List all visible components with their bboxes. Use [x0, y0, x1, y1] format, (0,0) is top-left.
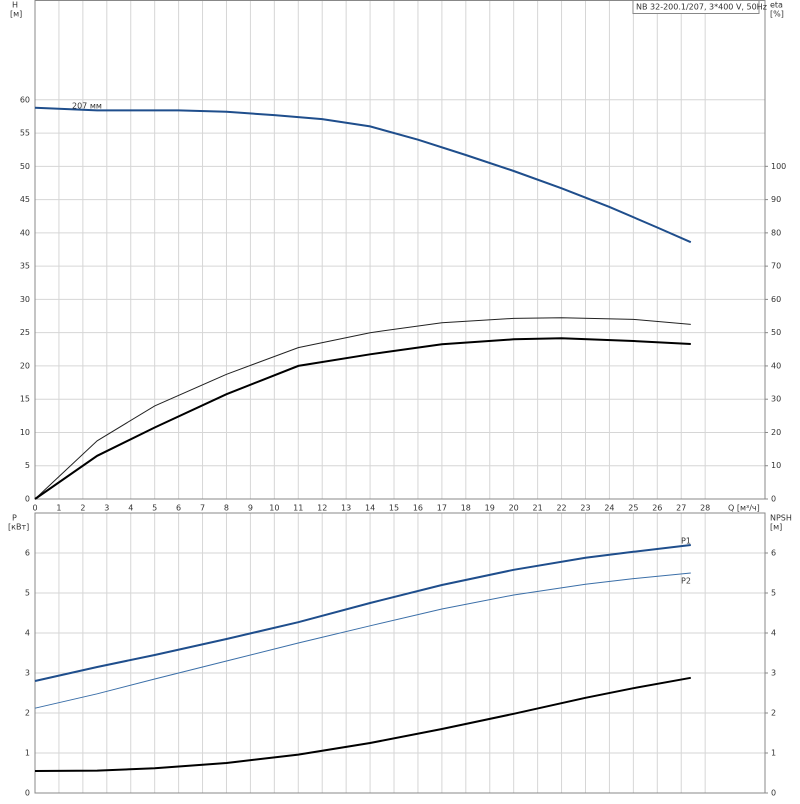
y-tick-label: 20 [20, 361, 30, 370]
y-tick-label: 6 [25, 549, 30, 558]
plot-frame [34, 512, 766, 794]
y2-tick-label: 50 [771, 328, 781, 337]
y-tick-label: 0 [25, 495, 30, 504]
chart-title: NB 32-200.1/207, 3*400 V, 50Hz [636, 3, 767, 12]
y-tick-label: 3 [25, 669, 30, 678]
y2-label: NPSH [770, 514, 792, 523]
y-tick-label: 15 [20, 395, 30, 404]
y-tick-label: 4 [25, 629, 30, 638]
x-tick-label: 10 [269, 504, 279, 513]
curve-label: 207 мм [72, 102, 102, 111]
x-tick-label: 3 [104, 504, 109, 513]
y2-tick-label: 100 [771, 162, 786, 171]
y2-tick-label: 1 [771, 749, 776, 758]
x-tick-label: 28 [700, 504, 710, 513]
x-tick-label: 13 [341, 504, 351, 513]
y2-unit: [%] [770, 10, 784, 19]
x-tick-label: 8 [224, 504, 229, 513]
x-tick-label: 7 [200, 504, 205, 513]
curve [34, 676, 691, 772]
y-tick-label: 25 [20, 328, 30, 337]
y-tick-label: 0 [25, 789, 30, 798]
curve [34, 572, 691, 709]
x-tick-label: 27 [676, 504, 686, 513]
y2-tick-label: 10 [771, 461, 781, 470]
x-tick-label: 19 [485, 504, 495, 513]
y-tick-label: 50 [20, 162, 30, 171]
y-unit: [кВт] [8, 523, 29, 532]
curve-label: P1 [681, 537, 691, 546]
x-tick-label: 6 [176, 504, 181, 513]
curve [34, 544, 691, 682]
y-tick-label: 40 [20, 228, 30, 237]
y2-label: eta [770, 1, 783, 10]
y-label: P [12, 514, 17, 523]
y-tick-label: 2 [25, 709, 30, 718]
x-tick-label: 14 [365, 504, 375, 513]
x-tick-label: 20 [509, 504, 519, 513]
y-unit: [м] [10, 10, 22, 19]
x-tick-label: 12 [317, 504, 327, 513]
x-tick-label: 23 [580, 504, 590, 513]
x-label: Q [м³/ч] [728, 504, 760, 513]
y-tick-label: 35 [20, 262, 30, 271]
y-tick-label: 5 [25, 461, 30, 470]
y2-tick-label: 20 [771, 428, 781, 437]
curve [34, 106, 692, 244]
x-tick-label: 17 [437, 504, 447, 513]
x-tick-label: 15 [389, 504, 399, 513]
y-label: H [12, 1, 18, 10]
x-tick-label: 1 [56, 504, 61, 513]
x-tick-label: 26 [652, 504, 662, 513]
x-tick-label: 16 [413, 504, 423, 513]
x-tick-label: 18 [461, 504, 471, 513]
x-tick-label: 25 [628, 504, 638, 513]
plot-frame [34, 0, 766, 500]
y2-tick-label: 5 [771, 589, 776, 598]
y2-tick-label: 6 [771, 549, 776, 558]
x-tick-label: 5 [152, 504, 157, 513]
curve [34, 317, 691, 500]
x-tick-label: 0 [32, 504, 37, 513]
y-tick-label: 60 [20, 95, 30, 104]
y2-tick-label: 60 [771, 295, 781, 304]
y2-tick-label: 70 [771, 262, 781, 271]
curve [34, 337, 691, 500]
y-tick-label: 5 [25, 589, 30, 598]
y2-tick-label: 80 [771, 228, 781, 237]
x-tick-label: 11 [293, 504, 303, 513]
x-tick-label: 21 [533, 504, 543, 513]
x-tick-label: 4 [128, 504, 133, 513]
y2-tick-label: 2 [771, 709, 776, 718]
curve-label: P2 [681, 577, 691, 586]
y2-tick-label: 40 [771, 361, 781, 370]
y2-tick-label: 90 [771, 195, 781, 204]
y2-tick-label: 0 [771, 495, 776, 504]
x-tick-label: 2 [80, 504, 85, 513]
x-tick-label: 24 [604, 504, 614, 513]
x-tick-label: 9 [248, 504, 253, 513]
y2-tick-label: 3 [771, 669, 776, 678]
y2-tick-label: 30 [771, 395, 781, 404]
y-tick-label: 45 [20, 195, 30, 204]
y-tick-label: 30 [20, 295, 30, 304]
y2-tick-label: 4 [771, 629, 776, 638]
y-tick-label: 1 [25, 749, 30, 758]
title-box [632, 0, 760, 14]
y-tick-label: 55 [20, 129, 30, 138]
y2-tick-label: 0 [771, 789, 776, 798]
y2-unit: [м] [770, 523, 782, 532]
y-tick-label: 10 [20, 428, 30, 437]
x-tick-label: 22 [556, 504, 566, 513]
